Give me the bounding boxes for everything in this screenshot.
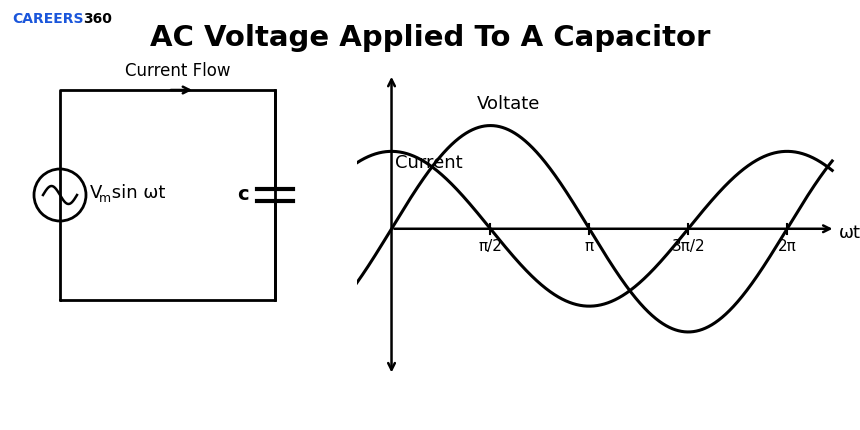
Text: V: V — [90, 184, 102, 202]
Text: π/2: π/2 — [478, 239, 502, 254]
Text: Voltate: Voltate — [476, 95, 540, 113]
Text: π: π — [585, 239, 594, 254]
Text: 360: 360 — [83, 12, 112, 26]
Text: CAREERS: CAREERS — [12, 12, 83, 26]
Text: c: c — [237, 185, 249, 205]
Text: sin ωt: sin ωt — [106, 184, 165, 202]
Text: Current Flow: Current Flow — [125, 62, 230, 80]
Text: m: m — [99, 193, 111, 206]
Text: 3π/2: 3π/2 — [672, 239, 705, 254]
Text: AC Voltage Applied To A Capacitor: AC Voltage Applied To A Capacitor — [150, 24, 710, 52]
Text: Current: Current — [395, 154, 463, 172]
Text: ωt: ωt — [838, 224, 860, 242]
Text: 2π: 2π — [777, 239, 796, 254]
